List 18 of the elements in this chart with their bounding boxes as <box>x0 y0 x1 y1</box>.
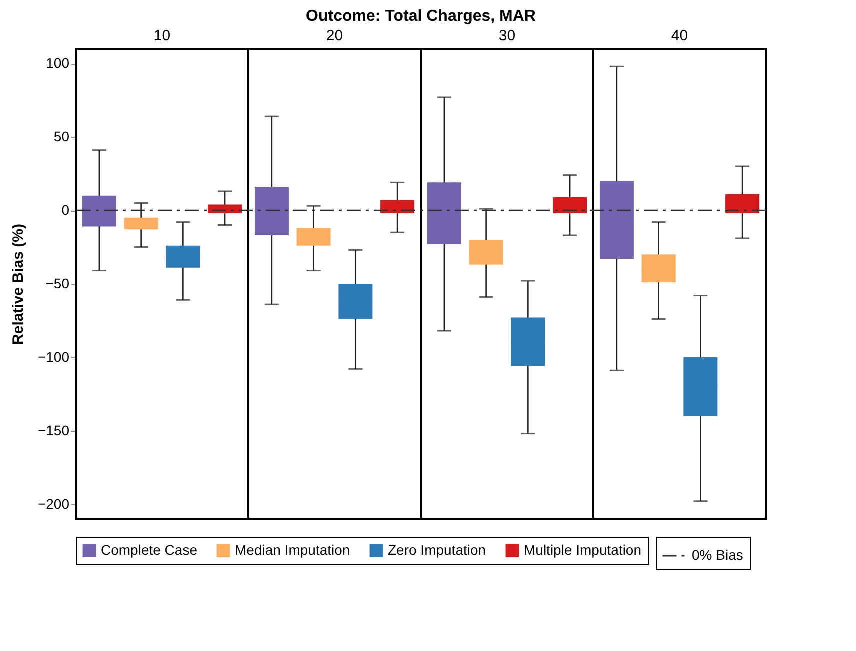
chart-title: Outcome: Total Charges, MAR <box>306 8 536 25</box>
x-tick-label: 10 <box>154 28 171 44</box>
x-tick-label: 30 <box>498 28 516 44</box>
legend-label: Zero Imputation <box>388 542 486 558</box>
y-axis-title: Relative Bias (%) <box>10 224 27 345</box>
legend-label: Multiple Imputation <box>524 542 642 558</box>
y-tick-label: 50 <box>54 128 70 145</box>
y-tick-label: −50 <box>46 276 70 292</box>
y-tick-label: 100 <box>46 55 70 72</box>
legend-label: 0% Bias <box>692 547 744 563</box>
y-tick-label: −150 <box>38 422 70 438</box>
x-tick-label: 20 <box>326 28 344 44</box>
legend-label: Median Imputation <box>235 542 350 558</box>
legend-label: Complete Case <box>101 542 198 558</box>
x-tick-label: 40 <box>671 28 688 44</box>
y-tick-label: 0 <box>62 202 70 218</box>
y-tick-label: −200 <box>38 496 70 512</box>
y-tick-label: −100 <box>38 348 70 365</box>
